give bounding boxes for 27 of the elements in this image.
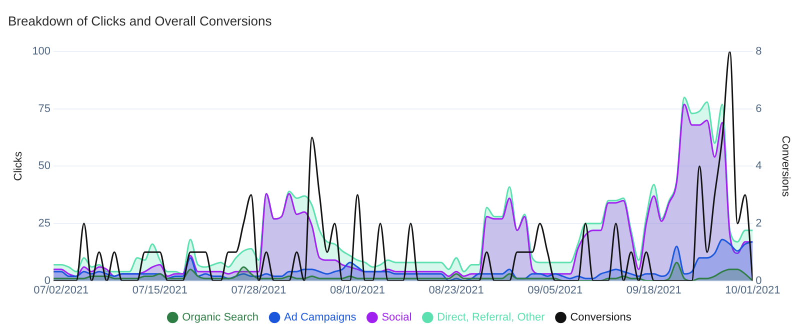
y-tick-label: 0 <box>44 274 51 287</box>
legend-label: Social <box>382 312 412 324</box>
x-tick-label: 08/23/2021 <box>428 284 484 296</box>
chart-title: Breakdown of Clicks and Overall Conversions <box>8 13 272 28</box>
legend-label: Organic Search <box>182 312 259 324</box>
x-tick-label: 07/15/2021 <box>132 284 188 296</box>
y2-tick-label: 2 <box>756 218 762 230</box>
x-tick-label: 09/18/2021 <box>626 284 682 296</box>
legend-label: Conversions <box>570 312 632 324</box>
x-tick-label: 09/05/2021 <box>528 284 583 296</box>
line-series <box>54 52 753 281</box>
y2-tick-label: 0 <box>756 274 762 287</box>
y2-tick-label: 4 <box>756 160 762 172</box>
y2-tick-label: 6 <box>756 102 762 115</box>
y-tick-label: 25 <box>38 218 51 230</box>
y-tick-label: 100 <box>32 46 51 58</box>
y2-axis-title: Conversions <box>779 136 792 198</box>
legend-label: Direct, Referral, Other <box>437 312 546 324</box>
x-tick-label: 10/01/2021 <box>725 284 780 296</box>
y-axis-title: Clicks <box>12 151 25 181</box>
x-tick-label: 07/02/2021 <box>34 284 89 296</box>
x-tick-label: 07/28/2021 <box>231 284 286 296</box>
y2-tick-label: 8 <box>756 46 762 58</box>
x-tick-label: 08/10/2021 <box>330 284 386 296</box>
legend-label: Ad Campaigns <box>284 312 357 324</box>
y-tick-label: 75 <box>38 102 51 115</box>
y-tick-label: 50 <box>38 160 51 172</box>
